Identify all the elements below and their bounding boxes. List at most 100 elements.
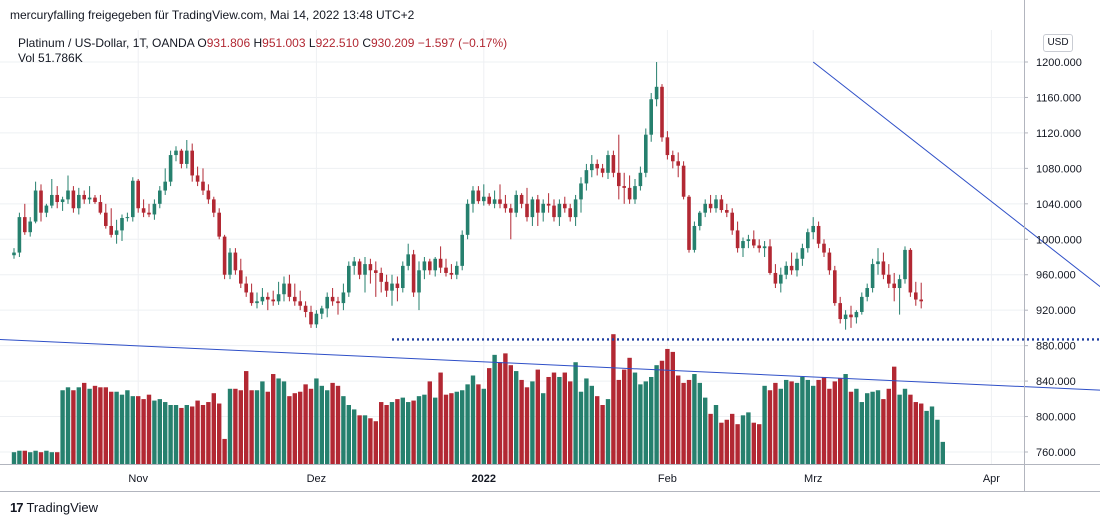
volume-bar (848, 391, 854, 464)
volume-bar (789, 381, 794, 464)
currency-button[interactable]: USD (1043, 34, 1073, 52)
volume-bar (697, 382, 702, 464)
volume-bar (173, 405, 179, 464)
candle-body (606, 155, 610, 173)
candle-body (314, 313, 319, 325)
volume-bar (368, 418, 373, 464)
volume-bar (794, 382, 800, 464)
candle-body (784, 265, 788, 275)
open-label: O (197, 36, 207, 50)
volume-bar (163, 402, 168, 464)
price-axis[interactable]: 1200.000 1160.000 1120.000 1080.000 1040.000… (1024, 0, 1082, 491)
volume-bar (362, 415, 368, 464)
change-value: −1.597 (−0.17%) (417, 36, 508, 50)
volume-bar (460, 390, 465, 464)
candle-body (82, 194, 86, 200)
candle-body (293, 296, 297, 302)
candle-body (746, 239, 751, 242)
candle-body (914, 292, 918, 300)
candle-body (654, 86, 659, 100)
trendline-long (0, 339, 1100, 391)
volume-bar (908, 394, 913, 464)
close-value: 930.209 (370, 36, 415, 50)
time-axis[interactable]: NovDez2022FebMrzAprMaiJun (0, 464, 1100, 492)
volume-bar (357, 415, 362, 464)
candle-body (514, 194, 518, 213)
volume-bar (335, 385, 341, 464)
volume-bar (109, 391, 114, 464)
volume-bar (827, 388, 832, 464)
time-tick-label: 2022 (472, 473, 496, 485)
volume-bar (379, 402, 384, 464)
candle-body (50, 194, 54, 206)
volume-bar (98, 387, 103, 464)
candle-body (827, 252, 832, 271)
candle-body (903, 249, 907, 280)
candle-body (222, 236, 227, 275)
candle-body (260, 296, 265, 302)
candle-body (806, 232, 810, 249)
volume-bar (902, 388, 908, 464)
candle-body (800, 248, 805, 259)
candle-body (152, 203, 157, 215)
candle-body (557, 203, 562, 218)
candle-body (611, 155, 616, 173)
volume-bar (870, 391, 875, 464)
volume-bar (373, 421, 378, 464)
candle-body (687, 196, 691, 250)
candle-body (401, 265, 405, 289)
volume-bar (643, 381, 648, 464)
volume-bar (17, 450, 22, 464)
volume-bar (767, 390, 773, 464)
candle-body (617, 172, 621, 187)
open-value: 931.806 (206, 36, 251, 50)
volume-bar (438, 372, 443, 464)
candle-body (795, 258, 799, 271)
volume-bar (227, 388, 233, 464)
volume-bar (589, 385, 594, 464)
price-tick-label: 1200.000 (1036, 57, 1082, 69)
volume-value: 51.786K (38, 51, 83, 65)
volume-bar (211, 393, 216, 464)
symbol-name[interactable]: Platinum / US-Dollar, 1T, OANDA (18, 36, 195, 50)
candle-body (698, 212, 702, 226)
volume-bar (670, 351, 675, 464)
candle-body (649, 99, 653, 135)
candle-body (23, 217, 27, 233)
volume-bar (168, 405, 173, 464)
low-value: 922.510 (315, 36, 359, 50)
candle-body (838, 303, 842, 320)
volume-bar (703, 397, 708, 464)
volume-bar (260, 381, 265, 464)
volume-bar (886, 388, 891, 464)
candle-body (411, 254, 416, 293)
volume-bar (244, 371, 249, 464)
volume-bar (82, 382, 87, 464)
candle-body (568, 208, 572, 218)
time-tick-label: Feb (658, 473, 677, 485)
volume-bar (854, 388, 859, 464)
candle-body (379, 272, 383, 282)
volume-bar (605, 399, 611, 464)
candle-body (768, 246, 772, 273)
candle-body (217, 212, 221, 237)
candle-body (60, 199, 65, 203)
candle-body (249, 292, 254, 304)
candle-body (271, 299, 275, 302)
candle-body (228, 252, 232, 275)
candle-body (93, 197, 97, 203)
volume-bar (184, 405, 189, 464)
candle-body (266, 296, 270, 300)
volume-bar (632, 372, 638, 464)
candle-body (595, 163, 599, 169)
price-tick-label: 920.000 (1036, 305, 1076, 317)
time-tick-label: Mrz (804, 473, 822, 485)
volume-bar (190, 406, 195, 464)
candle-body (816, 225, 821, 244)
volume-bar (217, 403, 222, 464)
volume-bar (314, 378, 319, 464)
tradingview-brand[interactable]: 17 TradingView (10, 500, 98, 515)
volume-bar (233, 388, 238, 464)
candle-body (487, 196, 491, 204)
